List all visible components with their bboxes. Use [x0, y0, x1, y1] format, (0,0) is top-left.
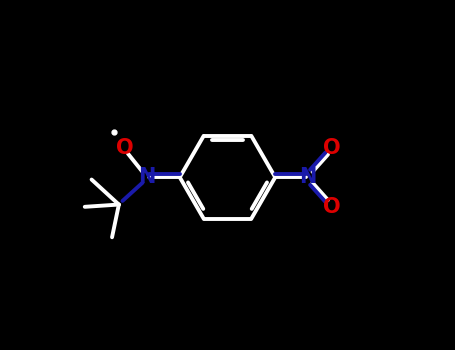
Text: O: O	[323, 197, 340, 217]
Text: N: N	[138, 167, 156, 187]
Text: O: O	[323, 138, 340, 158]
Text: N: N	[299, 167, 317, 187]
Text: O: O	[116, 138, 133, 158]
